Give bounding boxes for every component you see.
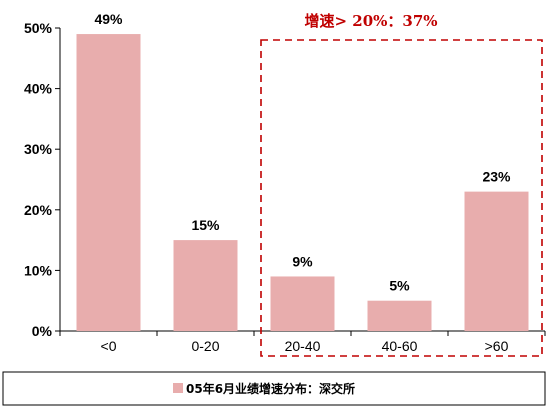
y-tick-label: 20% (24, 202, 53, 218)
annotation-group: 增速> 20%：37% (260, 12, 543, 357)
category-label: <0 (101, 338, 117, 354)
legend-frame (2, 371, 546, 406)
annotation-text: 增速> 20%：37% (304, 12, 437, 30)
bar (464, 191, 529, 331)
chart-labels: 0% 10% 20% 30% 40% 50% 49% <0 15% 0-20 9% 20-40 5% 40… (24, 11, 511, 354)
category-label: 20-40 (285, 338, 321, 354)
data-label: 5% (389, 278, 410, 294)
y-tick-label: 50% (24, 20, 53, 36)
category-label: 40-60 (382, 338, 418, 354)
chart-axes (55, 27, 546, 336)
category-label: 0-20 (191, 338, 219, 354)
bar (270, 276, 335, 331)
legend-label: 05年6月业绩增速分布：深交所 (186, 381, 355, 396)
data-label: 9% (292, 253, 313, 269)
data-label: 49% (94, 11, 123, 27)
data-label: 23% (482, 169, 511, 185)
category-label: >60 (485, 338, 509, 354)
data-label: 15% (191, 217, 220, 233)
y-tick-label: 40% (24, 81, 53, 97)
y-tick-label: 0% (32, 323, 53, 339)
bar (76, 34, 141, 332)
legend: 05年6月业绩增速分布：深交所 (2, 371, 546, 406)
legend-swatch (173, 383, 183, 393)
y-tick-label: 30% (24, 141, 53, 157)
chart-bars (76, 34, 529, 332)
bar (173, 240, 238, 331)
bar (367, 300, 432, 331)
highlight-dashed-box (260, 39, 543, 357)
y-tick-label: 10% (24, 262, 53, 278)
